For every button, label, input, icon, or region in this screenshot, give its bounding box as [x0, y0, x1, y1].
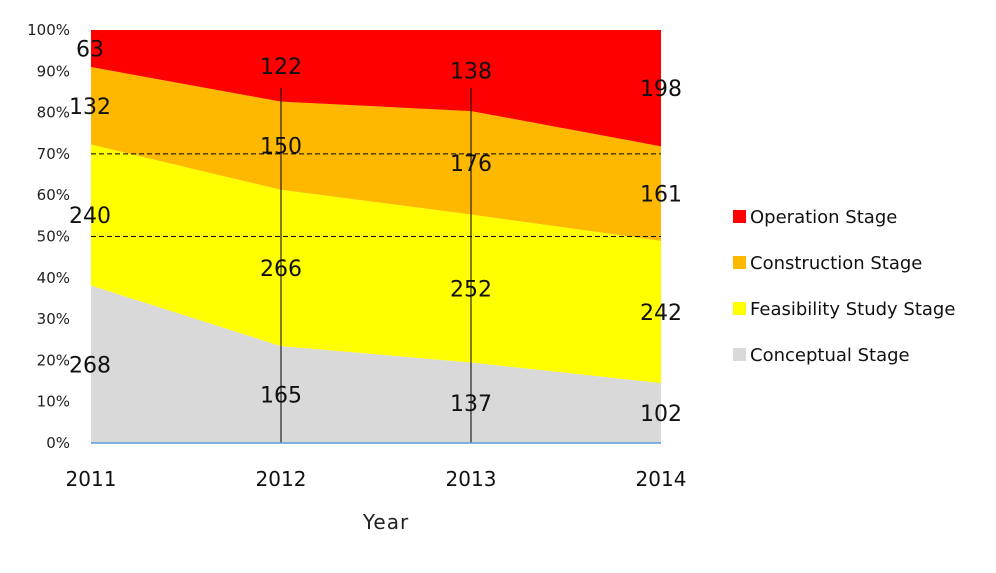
legend-swatch	[733, 302, 746, 315]
area-operation-stage	[91, 30, 661, 147]
data-label: 102	[640, 402, 682, 427]
data-label: 165	[260, 384, 302, 409]
reference-lines	[91, 153, 661, 237]
y-tick-label: 10%	[37, 393, 70, 411]
x-axis-label: Year	[362, 510, 409, 534]
legend-swatch	[733, 210, 746, 223]
y-tick-label: 70%	[37, 145, 70, 163]
legend-swatch	[733, 348, 746, 361]
data-label: 268	[69, 353, 111, 378]
legend-item-feasibility-study-stage: Feasibility Study Stage	[733, 299, 955, 320]
y-tick-label: 30%	[37, 310, 70, 328]
area-conceptual-stage	[91, 285, 661, 443]
legend-item-construction-stage: Construction Stage	[733, 253, 922, 274]
data-label: 242	[640, 301, 682, 326]
legend-label: Feasibility Study Stage	[750, 299, 955, 320]
y-tick-label: 0%	[46, 434, 70, 452]
x-tick-label: 2013	[446, 467, 497, 491]
data-label: 176	[450, 152, 492, 177]
legend-label: Conceptual Stage	[750, 345, 910, 366]
data-label: 150	[260, 135, 302, 160]
y-tick-label: 90%	[37, 62, 70, 80]
data-labels: 268 165 137 102 240 266 252 242 132 150 176 161 63 12…	[69, 38, 682, 428]
data-label: 161	[640, 183, 682, 208]
x-axis-ticks: 2011 2012 2013 2014	[66, 467, 687, 491]
y-tick-label: 20%	[37, 351, 70, 369]
legend-item-conceptual-stage: Conceptual Stage	[733, 345, 910, 366]
data-label: 132	[69, 95, 111, 120]
data-label: 137	[450, 392, 492, 417]
y-tick-label: 60%	[37, 186, 70, 204]
y-tick-label: 50%	[37, 228, 70, 246]
legend: Operation Stage Construction Stage Feasibi…	[733, 207, 955, 366]
y-axis-ticks: 0% 10% 20% 30% 40% 50% 60% 70% 80% 90% 100%	[27, 21, 70, 452]
y-tick-label: 100%	[27, 21, 70, 39]
data-label: 240	[69, 204, 111, 229]
legend-swatch	[733, 256, 746, 269]
x-tick-label: 2014	[636, 467, 687, 491]
data-label: 63	[76, 38, 104, 63]
area-feasibility-study-stage	[91, 144, 661, 384]
data-label: 266	[260, 257, 302, 282]
data-label: 198	[640, 77, 682, 102]
data-label: 122	[260, 55, 302, 80]
legend-label: Construction Stage	[750, 253, 922, 274]
legend-label: Operation Stage	[750, 207, 897, 228]
y-tick-label: 40%	[37, 269, 70, 287]
x-tick-label: 2012	[256, 467, 307, 491]
category-lines	[280, 87, 472, 443]
y-tick-label: 80%	[37, 104, 70, 122]
legend-item-operation-stage: Operation Stage	[733, 207, 897, 228]
x-tick-label: 2011	[66, 467, 117, 491]
data-label: 252	[450, 277, 492, 302]
data-label: 138	[450, 60, 492, 85]
